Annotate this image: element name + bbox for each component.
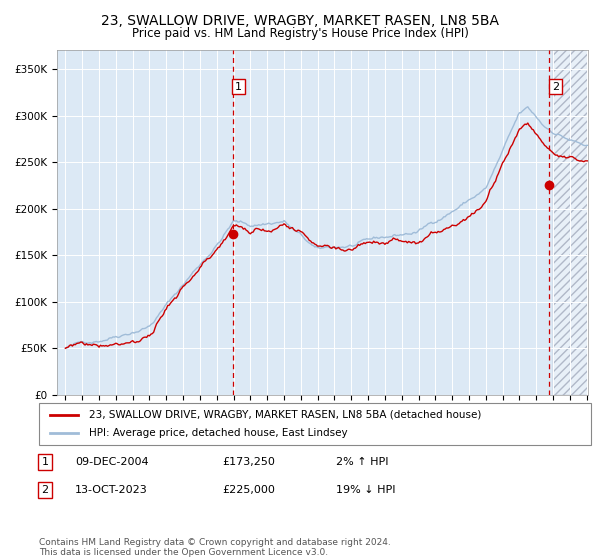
Text: 19% ↓ HPI: 19% ↓ HPI (336, 485, 395, 495)
Text: 2% ↑ HPI: 2% ↑ HPI (336, 457, 389, 467)
Bar (553, 50, 588, 395)
Text: 2: 2 (552, 82, 559, 92)
Text: Contains HM Land Registry data © Crown copyright and database right 2024.
This d: Contains HM Land Registry data © Crown c… (39, 538, 391, 557)
Text: £225,000: £225,000 (222, 485, 275, 495)
Text: 13-OCT-2023: 13-OCT-2023 (75, 485, 148, 495)
Text: 23, SWALLOW DRIVE, WRAGBY, MARKET RASEN, LN8 5BA (detached house): 23, SWALLOW DRIVE, WRAGBY, MARKET RASEN,… (89, 410, 481, 420)
Text: 23, SWALLOW DRIVE, WRAGBY, MARKET RASEN, LN8 5BA: 23, SWALLOW DRIVE, WRAGBY, MARKET RASEN,… (101, 14, 499, 28)
Text: HPI: Average price, detached house, East Lindsey: HPI: Average price, detached house, East… (89, 428, 347, 438)
Text: £173,250: £173,250 (222, 457, 275, 467)
Text: Price paid vs. HM Land Registry's House Price Index (HPI): Price paid vs. HM Land Registry's House … (131, 27, 469, 40)
Text: 1: 1 (41, 457, 49, 467)
Text: 09-DEC-2004: 09-DEC-2004 (75, 457, 149, 467)
Text: 1: 1 (235, 82, 242, 92)
Bar (553, 50, 588, 395)
FancyBboxPatch shape (39, 403, 591, 445)
Text: 2: 2 (41, 485, 49, 495)
